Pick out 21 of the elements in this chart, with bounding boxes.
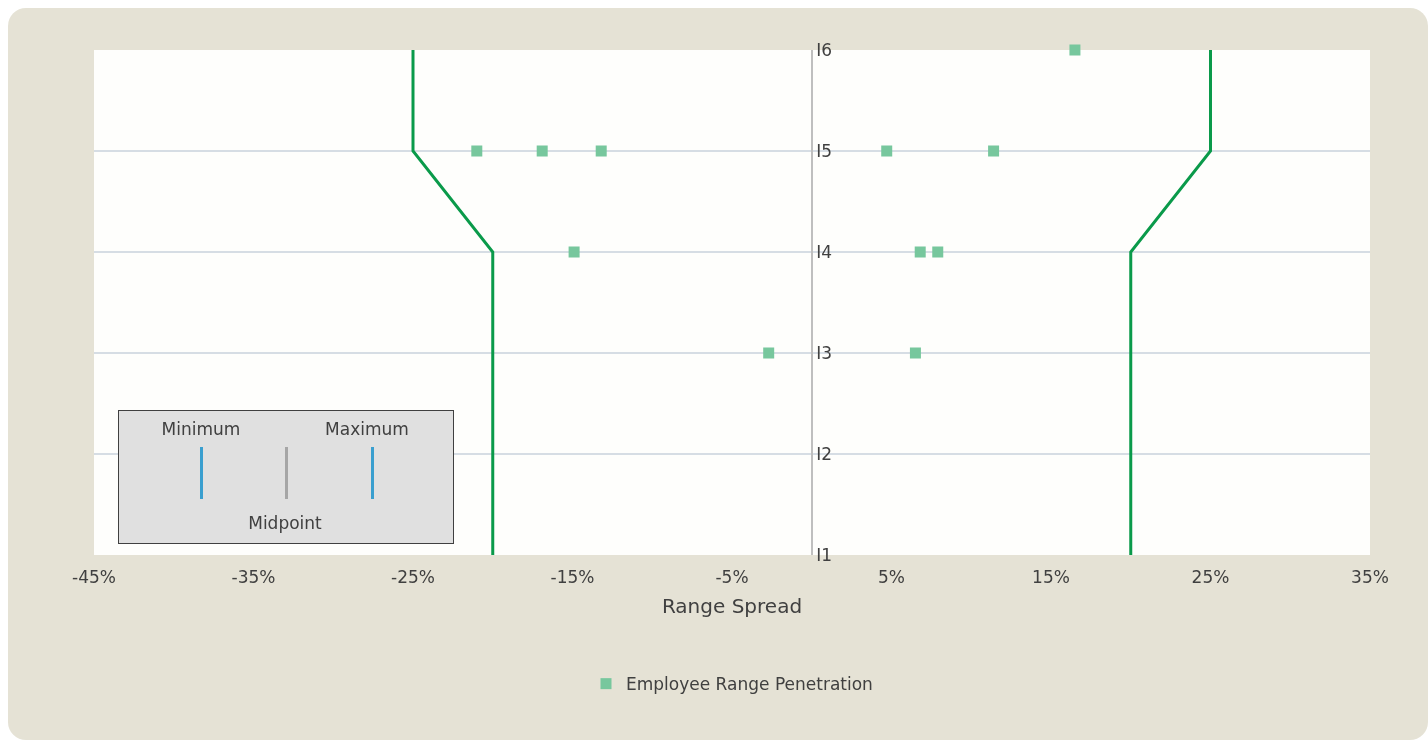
x-tick-label: -5% — [715, 567, 749, 587]
x-tick-label: 35% — [1351, 567, 1389, 587]
x-tick-label: 25% — [1191, 567, 1230, 587]
y-tick-label: I2 — [816, 443, 832, 464]
x-tick-label: 5% — [878, 567, 905, 587]
y-tick-label: I3 — [816, 342, 832, 363]
x-axis-title: Range Spread — [661, 593, 803, 618]
y-tick-label: I5 — [816, 140, 832, 161]
x-tick-label: -45% — [72, 567, 116, 587]
y-tick-label: I6 — [816, 39, 832, 60]
range-key-box: Minimum Maximum Midpoint — [118, 410, 454, 544]
x-tick-label: -35% — [231, 567, 276, 587]
x-tick-label: 15% — [1032, 567, 1070, 587]
x-tick-label: -15% — [550, 567, 595, 587]
annotation: Midpoint — [248, 513, 322, 533]
annotation: Minimum — [161, 419, 241, 439]
x-tick-label: -25% — [391, 567, 435, 587]
y-tick-label: I4 — [816, 241, 832, 262]
y-tick-label: I1 — [816, 544, 832, 565]
annotation: Maximum — [325, 419, 409, 439]
legend-label: Employee Range Penetration — [626, 674, 873, 695]
